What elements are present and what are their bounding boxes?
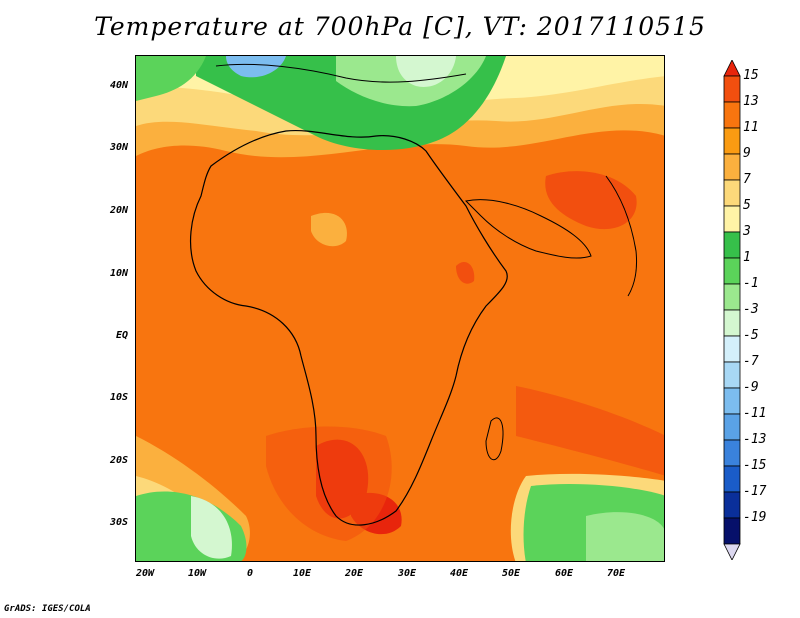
lat-label: 20N (109, 205, 128, 216)
colorbar-cell (723, 179, 741, 207)
colorbar-cell (723, 309, 741, 337)
indian-ocean-warm (516, 386, 664, 476)
colorbar-cell (723, 101, 741, 129)
colorbar-cell (723, 517, 741, 545)
lat-label: EQ (115, 330, 128, 341)
colorbar-label: 7 (743, 172, 751, 187)
black-sea-cool (396, 56, 456, 87)
lon-label: 20E (344, 568, 364, 579)
colorbar-cell (723, 257, 741, 285)
lat-label: 20S (109, 455, 128, 466)
colorbar-cell (723, 283, 741, 311)
colorbar-cell (723, 413, 741, 441)
map-panel (135, 55, 665, 562)
colorbar-label: 9 (743, 146, 751, 161)
colorbar-label: -17 (743, 484, 767, 499)
colorbar-cell (723, 205, 741, 233)
colorbar-cell (723, 439, 741, 467)
south-atlantic-cool (191, 496, 232, 559)
colorbar-label: 1 (743, 250, 751, 265)
lon-label: 10W (187, 568, 207, 579)
colorbar-label: -19 (743, 510, 767, 525)
lon-label: 60E (554, 568, 574, 579)
southern-warm (266, 426, 392, 541)
india-coastline (605, 175, 637, 297)
south-indian-cool (586, 512, 664, 561)
colorbar-top-arrow (723, 60, 741, 77)
colorbar-label: -1 (743, 276, 759, 291)
colorbar-cell (723, 491, 741, 519)
lat-label: 30S (109, 517, 128, 528)
colorbar-cell (723, 335, 741, 363)
colorbar-cell (723, 231, 741, 259)
chart-title: Temperature at 700hPa [C], VT: 201711051… (94, 12, 706, 41)
alps-cold (226, 56, 286, 78)
colorbar-bottom-arrow (723, 543, 741, 560)
lat-label: 40N (109, 80, 128, 91)
lat-label: 10N (109, 268, 128, 279)
temperature-map (136, 56, 664, 561)
colorbar-label: 5 (743, 198, 751, 213)
colorbar-label: -5 (743, 328, 759, 343)
colorbar-label: 11 (743, 120, 759, 135)
colorbar-label: 13 (743, 94, 759, 109)
colorbar-cell (723, 127, 741, 155)
colorbar-label: -3 (743, 302, 759, 317)
europe-coastline (215, 63, 467, 83)
africa-coastline (190, 129, 508, 526)
arabia-hot (545, 171, 637, 230)
colorbar (723, 60, 741, 560)
lon-label: 70E (606, 568, 626, 579)
ethiopia-hot (456, 261, 475, 284)
colorbar-cell (723, 465, 741, 493)
lon-label: 20W (135, 568, 155, 579)
colorbar-cell (723, 75, 741, 103)
colorbar-label: -13 (743, 432, 767, 447)
colorbar-label: -15 (743, 458, 767, 473)
colorbar-label: -9 (743, 380, 759, 395)
lat-label: 10S (109, 392, 128, 403)
colorbar-label: 3 (743, 224, 751, 239)
lon-label: 0 (246, 568, 254, 579)
lon-label: 50E (501, 568, 521, 579)
colorbar-cell (723, 387, 741, 415)
colorbar-label: -11 (743, 406, 767, 421)
sahara-cool-patch (311, 212, 347, 247)
iberia-green (136, 56, 206, 101)
lat-label: 30N (109, 142, 128, 153)
lon-label: 10E (292, 568, 312, 579)
colorbar-label: -7 (743, 354, 759, 369)
arabia-coastline (464, 199, 592, 259)
lon-label: 30E (397, 568, 417, 579)
colorbar-cell (723, 153, 741, 181)
grads-credit: GrADS: IGES/COLA (4, 604, 91, 614)
madagascar-coastline (485, 417, 504, 461)
colorbar-label: 15 (743, 68, 759, 83)
lon-label: 40E (449, 568, 469, 579)
colorbar-cell (723, 361, 741, 389)
